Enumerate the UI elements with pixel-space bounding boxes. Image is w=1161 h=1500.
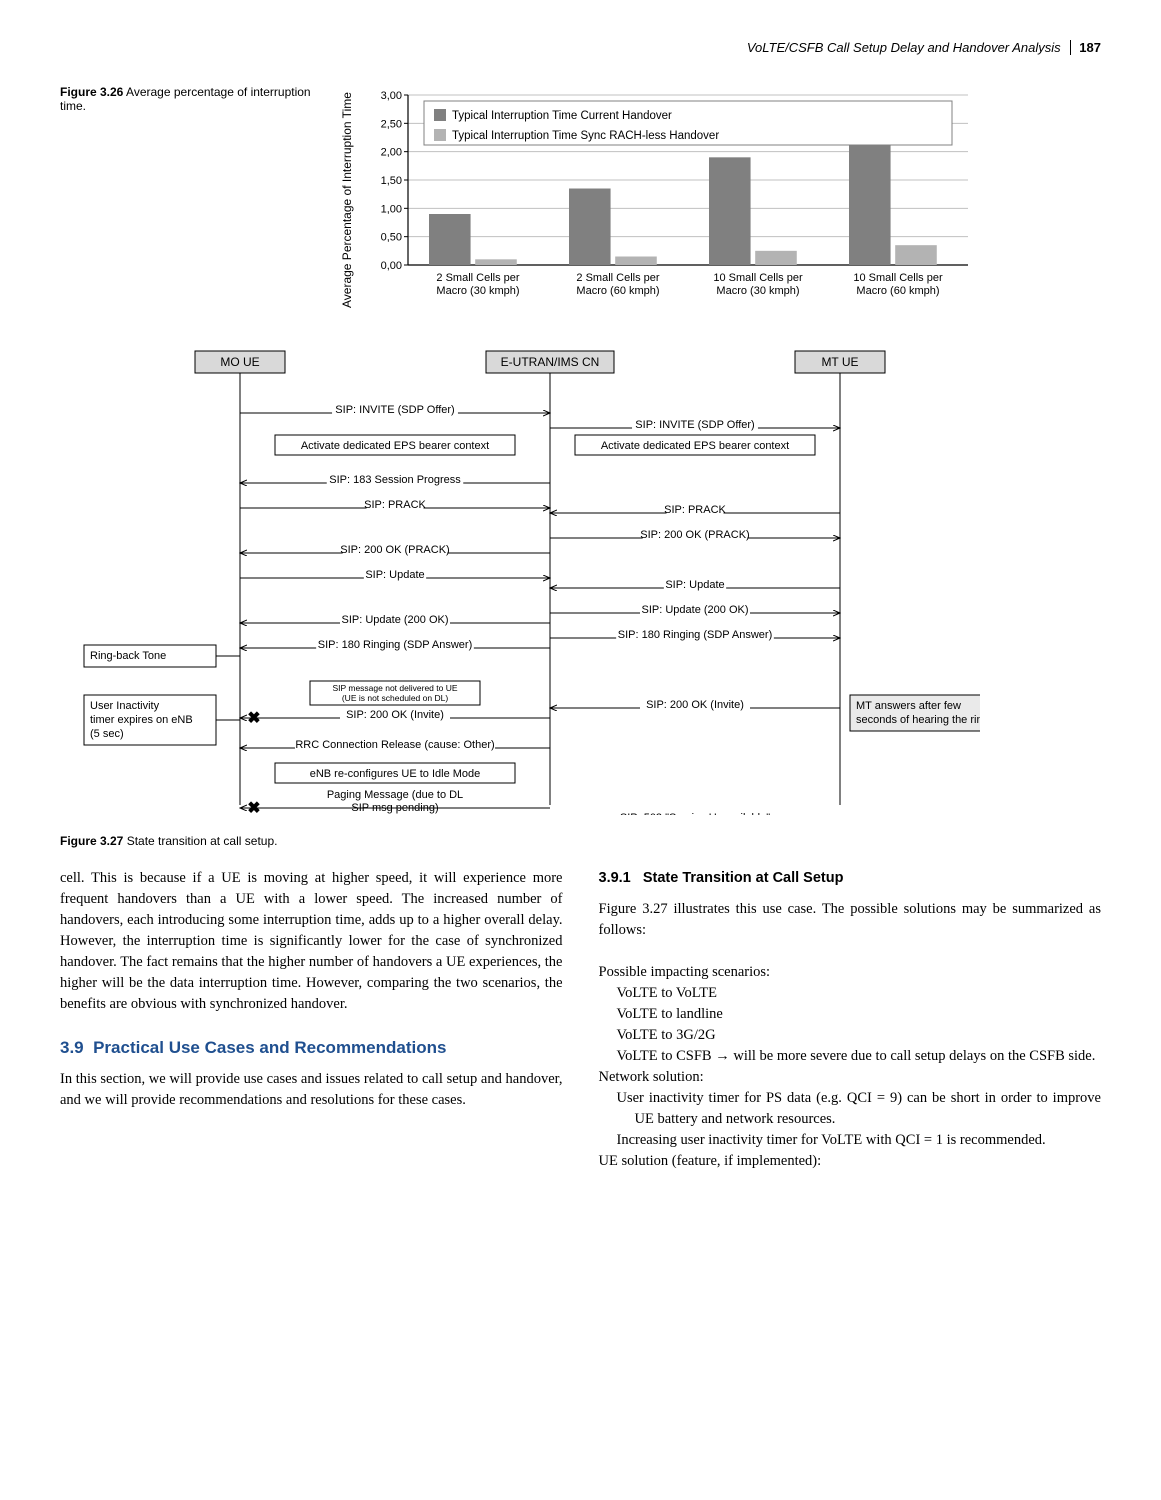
- svg-text:User Inactivity: User Inactivity: [90, 700, 160, 712]
- svg-text:Ring-back Tone: Ring-back Tone: [90, 650, 166, 662]
- svg-text:Activate dedicated EPS bearer: Activate dedicated EPS bearer context: [601, 440, 789, 452]
- figure-3-27-caption-text: State transition at call setup.: [127, 834, 278, 848]
- svg-text:1,50: 1,50: [381, 175, 402, 187]
- figure-3-26-caption: Figure 3.26 Average percentage of interr…: [60, 85, 320, 113]
- svg-text:E-UTRAN/IMS CN: E-UTRAN/IMS CN: [501, 355, 600, 369]
- svg-text:Macro (30 kmph): Macro (30 kmph): [716, 285, 799, 297]
- svg-text:3,00: 3,00: [381, 90, 402, 102]
- left-para-2: In this section, we will provide use cas…: [60, 1069, 563, 1111]
- svg-text:SIP: 200 OK (PRACK): SIP: 200 OK (PRACK): [340, 544, 449, 556]
- svg-text:SIP: 503 "Service Unavailable": SIP: 503 "Service Unavailable": [620, 812, 770, 815]
- svg-text:MO UE: MO UE: [220, 355, 259, 369]
- svg-text:RRC Connection Release (cause:: RRC Connection Release (cause: Other): [295, 739, 494, 751]
- body-columns: cell. This is because if a UE is moving …: [60, 868, 1101, 1172]
- svg-text:SIP: 200 OK (Invite): SIP: 200 OK (Invite): [346, 709, 444, 721]
- section-heading: 3.9 Practical Use Cases and Recommendati…: [60, 1037, 563, 1059]
- svg-text:eNB re-configures UE to Idle M: eNB re-configures UE to Idle Mode: [310, 768, 481, 780]
- figure-3-27-label: Figure 3.27: [60, 834, 123, 848]
- figure-3-27: MO UE E-UTRAN/IMS CN MT UE SIP: INVITE (SDP…: [80, 345, 980, 820]
- svg-text:SIP: 180 Ringing (SDP Answer): SIP: 180 Ringing (SDP Answer): [318, 639, 472, 651]
- figure-3-27-caption: Figure 3.27 State transition at call set…: [60, 834, 1101, 848]
- svg-text:Activate dedicated EPS bearer: Activate dedicated EPS bearer context: [301, 440, 489, 452]
- svg-text:1,00: 1,00: [381, 203, 402, 215]
- svg-text:timer expires on eNB: timer expires on eNB: [90, 714, 193, 726]
- scenario-item: VoLTE to landline: [599, 1004, 1102, 1025]
- svg-text:✖: ✖: [247, 800, 260, 815]
- svg-text:2,00: 2,00: [381, 147, 402, 159]
- bar-chart-svg: 0,00 0,50 1,00 1,50 2,00 2,50 3,00 2 Small Cell…: [358, 85, 1101, 315]
- right-column: 3.9.1 State Transition at Call Setup Fig…: [599, 868, 1102, 1172]
- svg-text:Typical Interruption Time Sync: Typical Interruption Time Sync RACH-less…: [452, 130, 719, 142]
- svg-text:0,50: 0,50: [381, 232, 402, 244]
- svg-text:SIP: 183 Session Progress: SIP: 183 Session Progress: [329, 474, 461, 486]
- header-title: VoLTE/CSFB Call Setup Delay and Handover…: [747, 40, 1061, 55]
- svg-text:SIP: Update (200 OK): SIP: Update (200 OK): [342, 614, 449, 626]
- left-para-1: cell. This is because if a UE is moving …: [60, 868, 563, 1015]
- figure-3-26-chart: Average Percentage of Interruption Time …: [340, 85, 1101, 315]
- svg-text:seconds of hearing the ring: seconds of hearing the ring: [856, 714, 980, 726]
- figure-3-26-label: Figure 3.26: [60, 85, 123, 99]
- left-column: cell. This is because if a UE is moving …: [60, 868, 563, 1172]
- svg-text:Macro (60 kmph): Macro (60 kmph): [576, 285, 659, 297]
- svg-text:SIP: Update: SIP: Update: [665, 579, 724, 591]
- scenarios-header: Possible impacting scenarios:: [599, 962, 1102, 983]
- scenario-item: VoLTE to CSFB → will be more severe due …: [599, 1046, 1102, 1067]
- svg-text:(5 sec): (5 sec): [90, 728, 124, 740]
- svg-text:0,00: 0,00: [381, 260, 402, 272]
- svg-text:Macro (30 kmph): Macro (30 kmph): [436, 285, 519, 297]
- svg-text:10 Small Cells per: 10 Small Cells per: [853, 272, 943, 284]
- scenario-item: VoLTE to VoLTE: [599, 983, 1102, 1004]
- page-number: 187: [1070, 40, 1101, 55]
- svg-text:(UE is not scheduled on DL): (UE is not scheduled on DL): [342, 693, 448, 703]
- network-item: Increasing user inactivity timer for VoL…: [599, 1130, 1102, 1151]
- svg-text:SIP msg pending): SIP msg pending): [351, 802, 438, 814]
- chart-ylabel: Average Percentage of Interruption Time: [340, 85, 354, 315]
- svg-text:SIP: Update: SIP: Update: [365, 569, 424, 581]
- svg-text:SIP message not delivered to U: SIP message not delivered to UE: [332, 683, 457, 693]
- sequence-diagram-svg: MO UE E-UTRAN/IMS CN MT UE SIP: INVITE (SDP…: [80, 345, 980, 815]
- svg-text:SIP: INVITE (SDP Offer): SIP: INVITE (SDP Offer): [635, 419, 754, 431]
- svg-text:Paging Message (due to DL: Paging Message (due to DL: [327, 789, 463, 801]
- right-intro: Figure 3.27 illustrates this use case. T…: [599, 899, 1102, 941]
- svg-text:SIP: 200 OK (PRACK): SIP: 200 OK (PRACK): [640, 529, 749, 541]
- svg-text:Typical Interruption Time Curr: Typical Interruption Time Current Handov…: [452, 110, 672, 122]
- svg-text:2 Small Cells per: 2 Small Cells per: [576, 272, 659, 284]
- svg-text:Macro (60 kmph): Macro (60 kmph): [856, 285, 939, 297]
- subsection-heading: 3.9.1 State Transition at Call Setup: [599, 868, 1102, 889]
- svg-text:SIP: PRACK: SIP: PRACK: [664, 504, 726, 516]
- svg-text:SIP: PRACK: SIP: PRACK: [364, 499, 426, 511]
- svg-text:SIP: 180 Ringing (SDP Answer): SIP: 180 Ringing (SDP Answer): [618, 629, 772, 641]
- scenario-item: VoLTE to 3G/2G: [599, 1025, 1102, 1046]
- svg-text:MT answers after few: MT answers after few: [856, 700, 961, 712]
- svg-text:10 Small Cells per: 10 Small Cells per: [713, 272, 803, 284]
- svg-text:SIP: Update (200 OK): SIP: Update (200 OK): [642, 604, 749, 616]
- running-header: VoLTE/CSFB Call Setup Delay and Handover…: [60, 40, 1101, 55]
- network-header: Network solution:: [599, 1067, 1102, 1088]
- svg-text:SIP: 200 OK (Invite): SIP: 200 OK (Invite): [646, 699, 744, 711]
- ue-header: UE solution (feature, if implemented):: [599, 1151, 1102, 1172]
- svg-text:✖: ✖: [247, 710, 260, 727]
- svg-text:2 Small Cells per: 2 Small Cells per: [436, 272, 519, 284]
- svg-text:SIP: INVITE (SDP Offer): SIP: INVITE (SDP Offer): [335, 404, 454, 416]
- network-item: User inactivity timer for PS data (e.g. …: [599, 1088, 1102, 1130]
- svg-text:2,50: 2,50: [381, 118, 402, 130]
- svg-text:MT UE: MT UE: [821, 355, 858, 369]
- figure-3-26: Figure 3.26 Average percentage of interr…: [60, 85, 1101, 315]
